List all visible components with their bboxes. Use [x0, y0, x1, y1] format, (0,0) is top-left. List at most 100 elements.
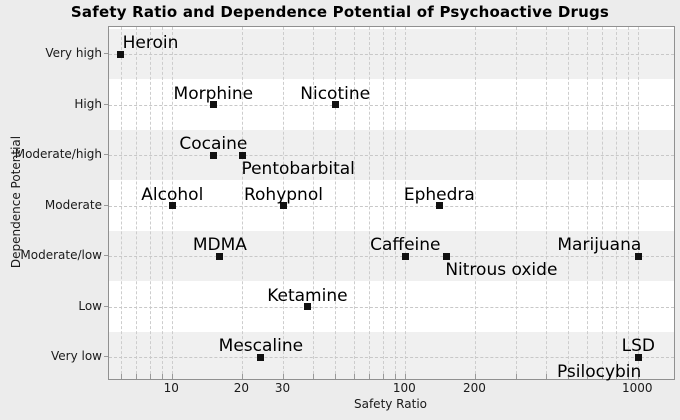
x-tick-mark [335, 374, 337, 379]
x-tick-mark [382, 374, 384, 379]
x-tick-mark [586, 374, 588, 379]
x-gridline [136, 27, 138, 379]
data-point [435, 202, 443, 209]
x-gridline [335, 27, 337, 379]
x-gridline [568, 27, 570, 379]
chart-title: Safety Ratio and Dependence Potential of… [70, 3, 610, 21]
point-label: Ephedra [403, 184, 475, 205]
y-category-label: Moderate [44, 197, 102, 212]
point-label: Rohypnol [243, 184, 323, 205]
x-gridline [586, 27, 588, 379]
point-label: Mescaline [218, 336, 304, 356]
y-gridline [109, 104, 674, 106]
y-tick-mark [104, 204, 108, 206]
data-point [634, 353, 642, 361]
point-label: MDMA [192, 235, 247, 255]
point-label: Ketamine [267, 285, 348, 306]
y-tick-mark [104, 305, 108, 307]
data-point [209, 101, 217, 108]
x-tick-mark [312, 374, 314, 379]
x-tick-mark [475, 374, 477, 379]
data-point [257, 353, 265, 361]
y-category-label: Moderate/high [14, 147, 102, 161]
x-tick-mark [638, 374, 640, 379]
point-label: Nicotine [300, 83, 371, 104]
x-tick-mark [516, 374, 518, 379]
x-gridline [638, 27, 640, 379]
x-gridline [242, 27, 244, 379]
x-tick-mark [353, 374, 355, 379]
point-label: Cocaine [179, 134, 248, 154]
y-tick-mark [104, 53, 108, 54]
x-tick-mark [136, 374, 138, 379]
x-tick-mark [161, 374, 163, 379]
x-gridline [369, 27, 371, 379]
y-category-label: Low [78, 298, 102, 313]
point-label: Caffeine [370, 235, 441, 255]
x-gridline [353, 27, 355, 379]
x-tick-label: 30 [274, 381, 291, 395]
x-gridline [615, 27, 617, 379]
data-point [117, 50, 125, 58]
data-point [279, 202, 287, 209]
point-label: Heroin [122, 33, 179, 53]
x-gridline [602, 27, 604, 379]
y-gridline [109, 306, 674, 308]
data-point [442, 252, 450, 260]
x-tick-label: 20 [233, 381, 250, 395]
point-label: Nitrous oxide [445, 260, 558, 280]
x-axis-title: Safety Ratio [353, 397, 427, 411]
x-gridline [312, 27, 314, 379]
x-gridline [627, 27, 629, 379]
x-tick-mark [545, 374, 547, 379]
x-tick-mark [149, 374, 151, 379]
x-tick-mark [615, 374, 617, 379]
x-tick-label: 10 [163, 381, 179, 395]
data-point [331, 101, 339, 108]
x-tick-mark [242, 374, 244, 379]
y-category-label: Moderate/low [20, 248, 102, 262]
point-label: LSD [621, 336, 655, 356]
x-tick-mark [172, 374, 174, 379]
x-tick-mark [568, 374, 570, 379]
x-gridline [405, 27, 407, 379]
x-gridline [382, 27, 384, 379]
point-label: Pentobarbital [241, 159, 355, 179]
y-tick-mark [104, 154, 108, 155]
y-gridline [109, 54, 674, 55]
y-tick-mark [104, 255, 108, 256]
point-label: Psilocybin [556, 362, 642, 382]
y-category-label: High [74, 96, 102, 111]
y-gridline [109, 357, 674, 358]
data-point [168, 202, 176, 209]
x-gridline [149, 27, 151, 379]
point-label: Morphine [173, 83, 254, 104]
data-point [238, 151, 246, 159]
point-label: Alcohol [141, 184, 204, 205]
y-category-label: Very high [45, 46, 102, 60]
row-band [109, 331, 674, 379]
x-gridline [394, 27, 396, 379]
x-tick-mark [405, 374, 407, 379]
data-point [634, 252, 642, 260]
x-tick-mark [602, 374, 604, 379]
data-point [401, 252, 409, 260]
data-point [216, 252, 224, 260]
x-tick-label: 200 [462, 381, 486, 395]
x-tick-mark [369, 374, 371, 379]
x-gridline [475, 27, 477, 379]
x-tick-mark [627, 374, 629, 379]
data-point [303, 303, 311, 310]
y-gridline [109, 256, 674, 257]
y-gridline [109, 205, 674, 207]
x-gridline [516, 27, 518, 379]
data-point [209, 151, 217, 159]
x-gridline [545, 27, 547, 379]
plot-area: Heroin Morphine Nicotine Cocaine Pentobarbit… [108, 26, 675, 382]
x-tick-mark [283, 374, 285, 379]
x-tick-mark [120, 374, 122, 379]
y-gridline [109, 155, 674, 156]
x-tick-mark [394, 374, 396, 379]
x-gridline [120, 27, 122, 379]
